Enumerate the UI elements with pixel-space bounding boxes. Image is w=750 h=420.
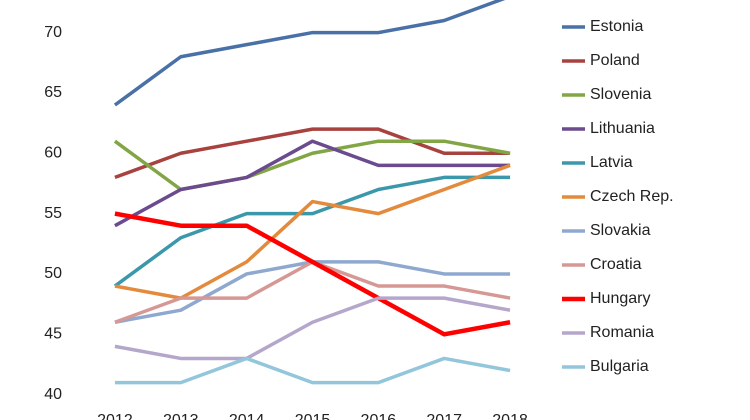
series-line xyxy=(114,139,511,228)
y-tick-label: 45 xyxy=(44,326,62,343)
x-tick-label: 2015 xyxy=(295,412,331,420)
x-tick-label: 2013 xyxy=(163,412,199,420)
legend-label: Hungary xyxy=(590,290,650,307)
y-tick-label: 50 xyxy=(44,265,62,282)
x-tick-label: 2014 xyxy=(229,412,265,420)
y-tick-label: 40 xyxy=(44,386,62,403)
legend-label: Czech Rep. xyxy=(590,188,674,205)
series-line xyxy=(114,127,511,180)
x-tick-label: 2016 xyxy=(361,412,397,420)
legend-label: Romania xyxy=(590,324,654,341)
legend-label: Estonia xyxy=(590,18,643,35)
legend-label: Lithuania xyxy=(590,120,655,137)
series-line xyxy=(114,296,511,361)
series-line xyxy=(114,211,511,337)
series-line xyxy=(113,0,506,107)
y-tick-label: 55 xyxy=(44,205,62,222)
series-line xyxy=(114,260,511,324)
series-line xyxy=(113,175,511,288)
legend-label: Latvia xyxy=(590,154,633,171)
series-line xyxy=(114,356,511,385)
legend-label: Poland xyxy=(590,52,640,69)
x-tick-label: 2017 xyxy=(426,412,462,420)
legend-label: Bulgaria xyxy=(590,358,649,375)
series-line xyxy=(114,260,511,324)
x-tick-label: 2018 xyxy=(492,412,528,420)
legend-label: Croatia xyxy=(590,256,642,273)
x-tick-label: 2012 xyxy=(97,412,133,420)
y-tick-label: 65 xyxy=(44,84,62,101)
legend-label: Slovakia xyxy=(590,222,651,239)
y-tick-label: 60 xyxy=(44,144,62,161)
legend-label: Slovenia xyxy=(590,86,651,103)
y-tick-label: 70 xyxy=(44,24,62,41)
